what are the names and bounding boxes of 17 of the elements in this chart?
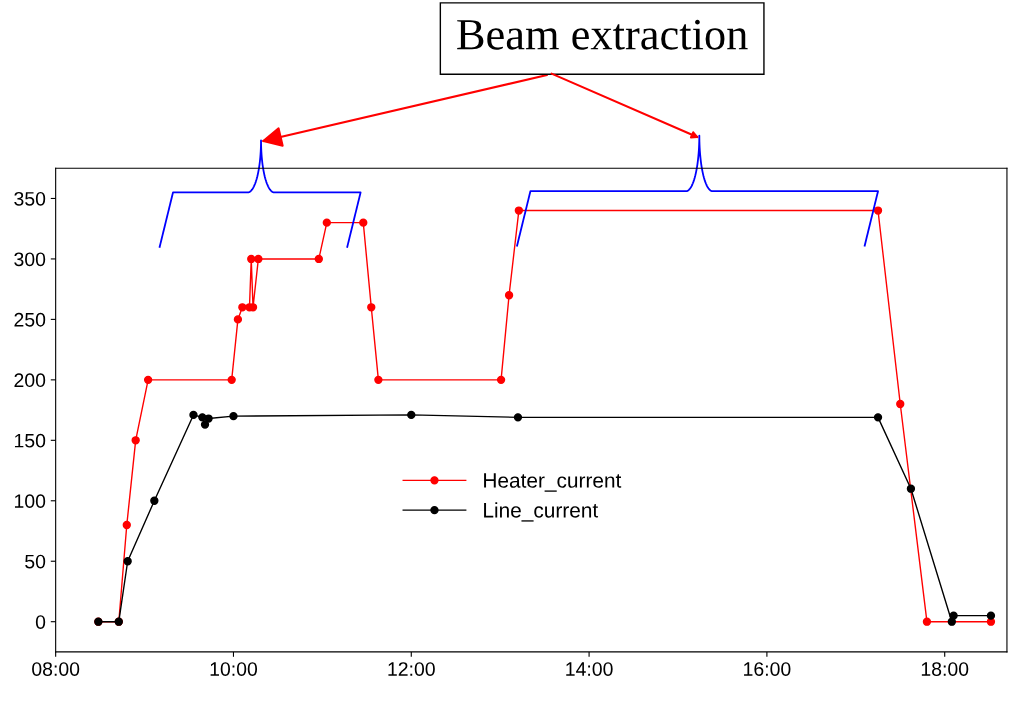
y-tick-label: 150: [14, 433, 46, 448]
y-tick-label: 250: [14, 312, 46, 327]
legend-label: Heater_current: [484, 473, 622, 492]
y-tick-label: 100: [14, 494, 46, 509]
legend-label: Line_current: [484, 502, 599, 522]
x-tick-label: 16:00: [744, 662, 791, 676]
x-tick-label: 10:00: [210, 662, 258, 676]
x-tick-label: 12:00: [388, 662, 435, 676]
y-tick-label: 300: [14, 252, 46, 267]
y-tick-label: 200: [14, 373, 46, 388]
y-tick-label: 0: [35, 615, 46, 629]
x-tick-label: 18:00: [921, 662, 969, 676]
x-tick-label: 08:00: [32, 662, 80, 676]
y-tick-label: 350: [14, 191, 46, 206]
x-tick-label: 14:00: [566, 662, 613, 676]
text: Beam extraction: [457, 19, 748, 50]
y-tick-label: 50: [25, 554, 46, 569]
